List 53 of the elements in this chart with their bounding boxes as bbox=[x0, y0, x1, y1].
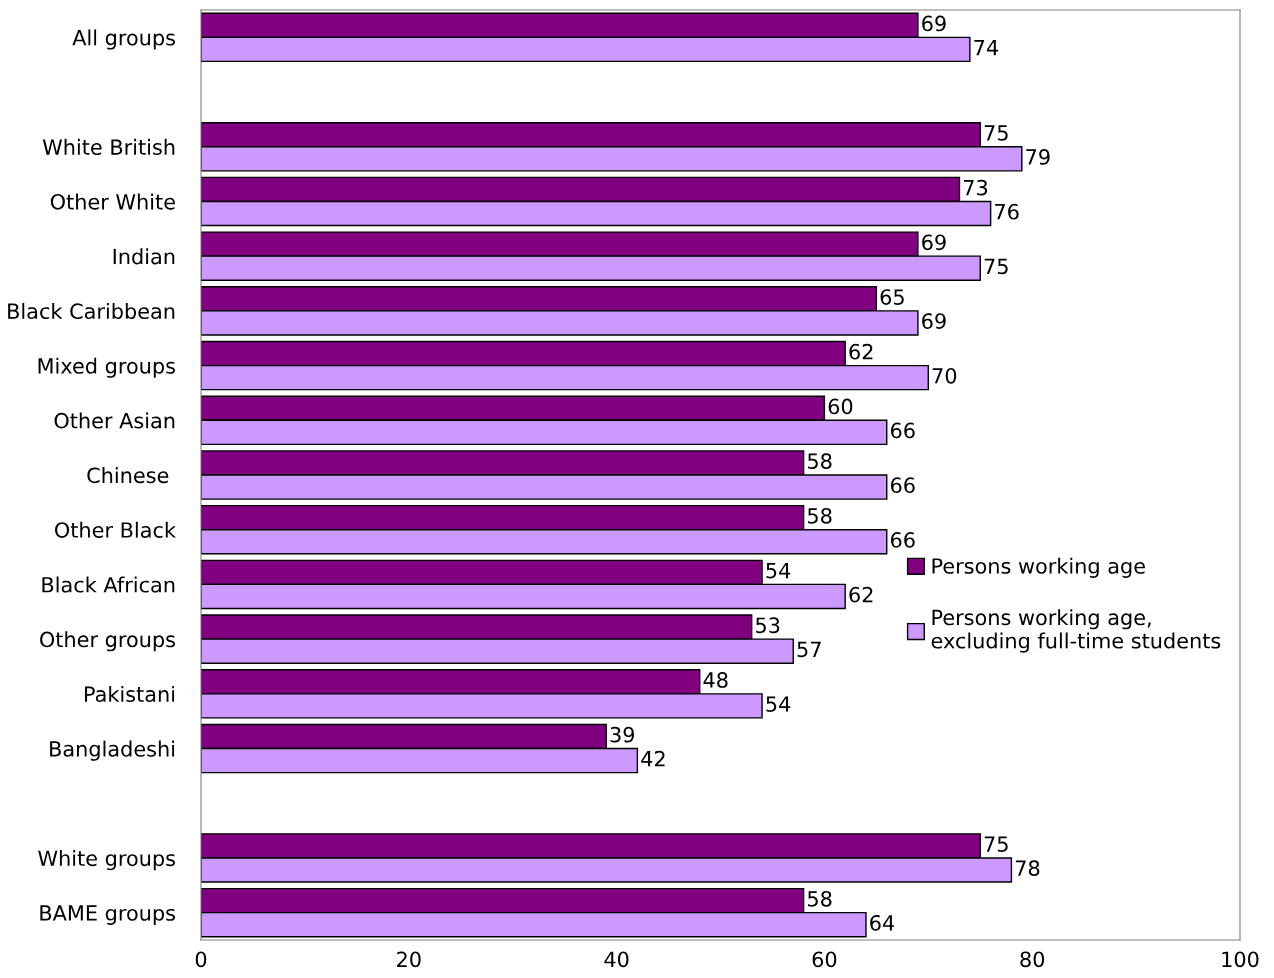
data-label: 48 bbox=[703, 672, 728, 688]
data-label: 70 bbox=[932, 367, 957, 384]
y-tick-label: Other Asian bbox=[54, 412, 175, 429]
x-tick-label: 100 bbox=[1222, 951, 1259, 968]
y-tick-label: Other groups bbox=[40, 631, 175, 652]
data-label: 65 bbox=[880, 289, 904, 305]
y-tick-label: Other Black bbox=[55, 521, 176, 538]
y-tick-label: White groups bbox=[38, 850, 175, 871]
data-label: 66 bbox=[890, 477, 915, 494]
data-label: 60 bbox=[828, 398, 853, 415]
data-label: 79 bbox=[1026, 149, 1050, 165]
y-tick-label: Mixed groups bbox=[38, 357, 175, 378]
x-tick-label: 20 bbox=[397, 951, 421, 968]
data-label: 62 bbox=[849, 343, 873, 360]
data-label: 66 bbox=[890, 532, 915, 548]
y-tick-label: Other White bbox=[50, 193, 175, 210]
y-tick-label: Chinese bbox=[87, 467, 169, 484]
data-label: 75 bbox=[984, 125, 1008, 141]
y-tick-label: All groups bbox=[72, 29, 175, 50]
y-tick-label: White British bbox=[42, 138, 175, 155]
data-label: 73 bbox=[963, 179, 988, 196]
data-label: 69 bbox=[922, 313, 946, 329]
data-label: 74 bbox=[974, 39, 998, 56]
data-label: 58 bbox=[808, 507, 832, 524]
data-label: 53 bbox=[756, 617, 780, 634]
x-tick-label: 0 bbox=[195, 951, 207, 968]
data-label: 66 bbox=[890, 422, 915, 439]
legend-label: Persons working age, excluding full-time students bbox=[931, 609, 1221, 653]
data-label: 39 bbox=[610, 726, 635, 743]
data-label: 58 bbox=[808, 453, 832, 470]
data-label: 57 bbox=[797, 641, 821, 658]
data-label: 75 bbox=[984, 836, 1008, 852]
legend-label: Persons working age bbox=[932, 557, 1145, 578]
data-label: 69 bbox=[922, 234, 946, 251]
x-tick-label: 60 bbox=[812, 951, 837, 968]
data-label: 78 bbox=[1015, 860, 1040, 877]
y-tick-label: BAME groups bbox=[40, 905, 175, 925]
y-tick-label: Black Caribbean bbox=[8, 302, 175, 320]
data-label: 76 bbox=[995, 203, 1019, 220]
data-label: 54 bbox=[766, 696, 791, 712]
data-label: 69 bbox=[922, 15, 946, 32]
data-label: 42 bbox=[641, 750, 665, 767]
data-label: 75 bbox=[984, 258, 1008, 275]
x-tick-label: 40 bbox=[604, 951, 629, 968]
y-tick-label: Bangladeshi bbox=[50, 740, 175, 761]
y-tick-label: Indian bbox=[113, 248, 175, 265]
data-label: 58 bbox=[808, 890, 832, 907]
y-tick-label: Pakistani bbox=[85, 685, 175, 703]
y-tick-label: Black African bbox=[42, 576, 175, 593]
x-tick-label: 80 bbox=[1020, 951, 1045, 968]
data-label: 62 bbox=[849, 586, 873, 603]
data-label: 64 bbox=[870, 914, 895, 931]
data-label: 54 bbox=[766, 562, 791, 579]
